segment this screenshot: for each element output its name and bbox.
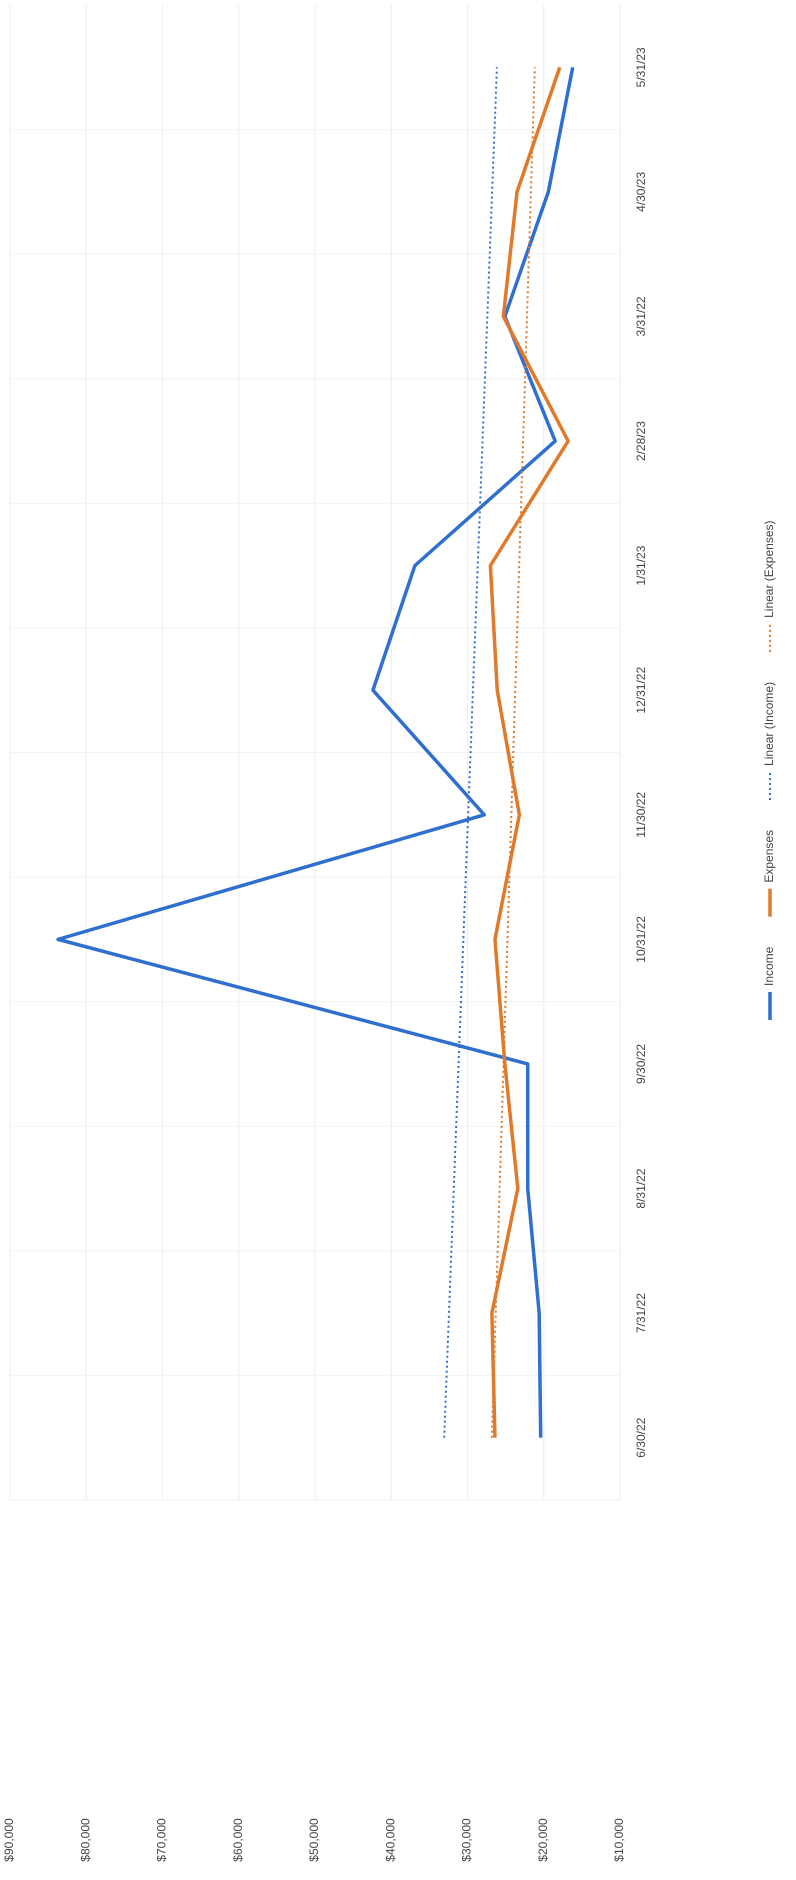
y-tick-label: $10,000 <box>612 1818 626 1862</box>
legend-label: Expenses <box>762 830 776 883</box>
y-tick-label: $30,000 <box>460 1818 474 1862</box>
x-tick-label: 12/31/22 <box>634 667 648 714</box>
y-tick-label: $70,000 <box>155 1818 169 1862</box>
legend-label: Income <box>762 946 776 986</box>
trendline <box>443 67 498 1438</box>
x-tick-label: 8/31/22 <box>634 1168 648 1208</box>
trendline <box>490 67 536 1438</box>
y-tick-label: $50,000 <box>307 1818 321 1862</box>
legend-label: Linear (Expenses) <box>762 521 776 618</box>
x-tick-label: 9/30/22 <box>634 1044 648 1084</box>
y-tick-label: $90,000 <box>2 1818 16 1862</box>
x-tick-label: 1/31/23 <box>634 545 648 585</box>
x-tick-label: 6/30/22 <box>634 1417 648 1457</box>
y-tick-label: $60,000 <box>231 1818 245 1862</box>
x-tick-label: 7/31/22 <box>634 1293 648 1333</box>
y-tick-label: $80,000 <box>78 1818 92 1862</box>
x-tick-label: 4/30/23 <box>634 172 648 212</box>
line-series <box>488 66 570 1438</box>
legend-label: Linear (Income) <box>762 682 776 766</box>
y-tick-label: $40,000 <box>383 1818 397 1862</box>
y-tick-label: $20,000 <box>536 1818 550 1862</box>
rotated-chart: $90,000 $80,000 $70,000 $60,000 $50,000 $40,0… <box>2 5 776 1862</box>
x-tick-label: 3/31/22 <box>634 296 648 336</box>
x-tick-label: 11/30/22 <box>634 792 648 838</box>
line-series <box>56 66 575 1438</box>
x-tick-label: 10/31/22 <box>634 916 648 963</box>
x-tick-label: 5/31/23 <box>634 47 648 87</box>
x-tick-label: 2/28/23 <box>634 421 648 461</box>
